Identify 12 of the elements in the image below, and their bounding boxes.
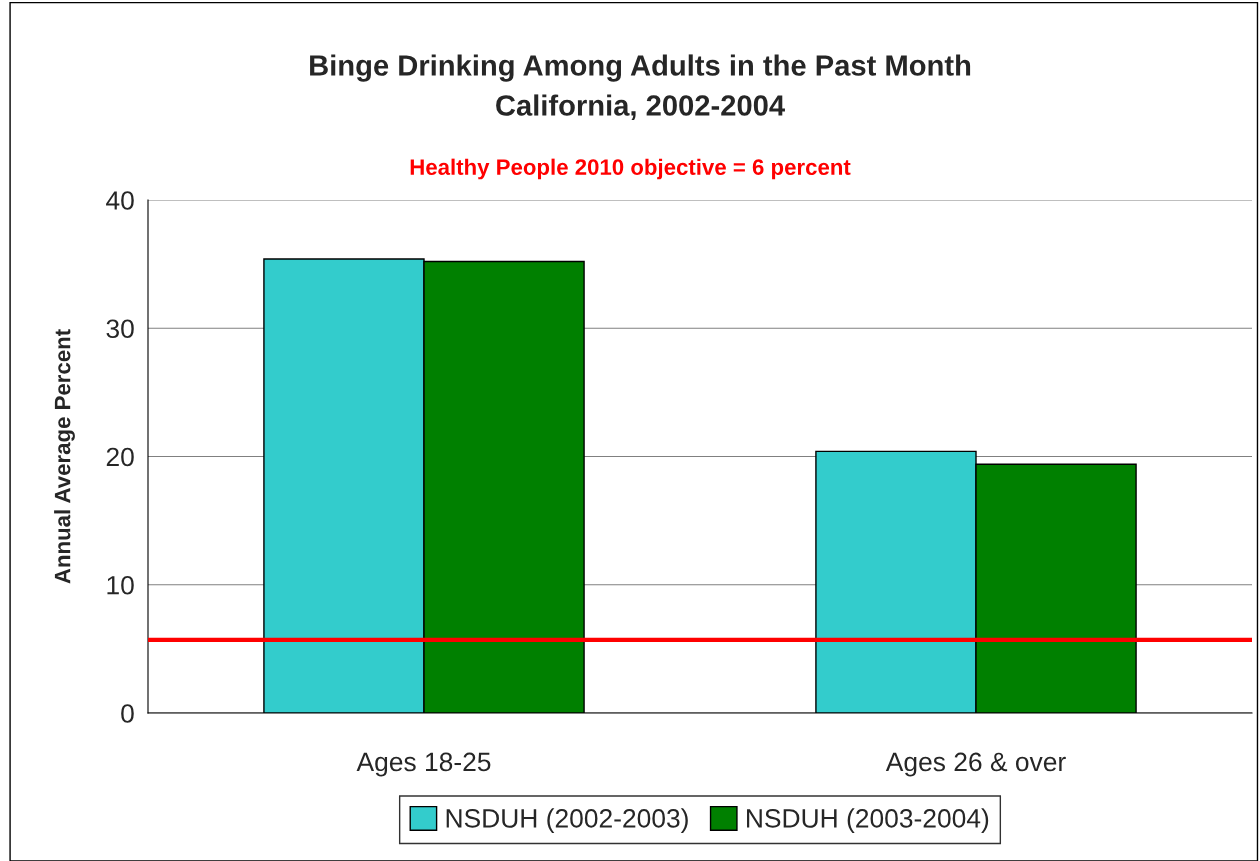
legend-label: NSDUH (2003-2004): [747, 808, 989, 833]
x-tick-label: Ages 18-25: [356, 752, 491, 777]
y-tick-label: 10: [107, 575, 134, 595]
y-tick-label: 0: [121, 704, 134, 723]
x-tick-label: Ages 26 & over: [885, 752, 1066, 777]
chart-title: Binge Drinking Among Adults in the Past Month California, 2002-2004: [310, 54, 971, 121]
y-axis-title: Annual Average Percent: [54, 329, 75, 584]
chart-subtitle: Healthy People 2010 objective = 6 percent: [410, 158, 851, 180]
y-tick-label: 20: [106, 447, 134, 467]
y-tick-label: 40: [106, 191, 134, 210]
y-tick-label: 30: [106, 319, 134, 339]
legend-label: NSDUH (2002-2003): [446, 808, 688, 833]
